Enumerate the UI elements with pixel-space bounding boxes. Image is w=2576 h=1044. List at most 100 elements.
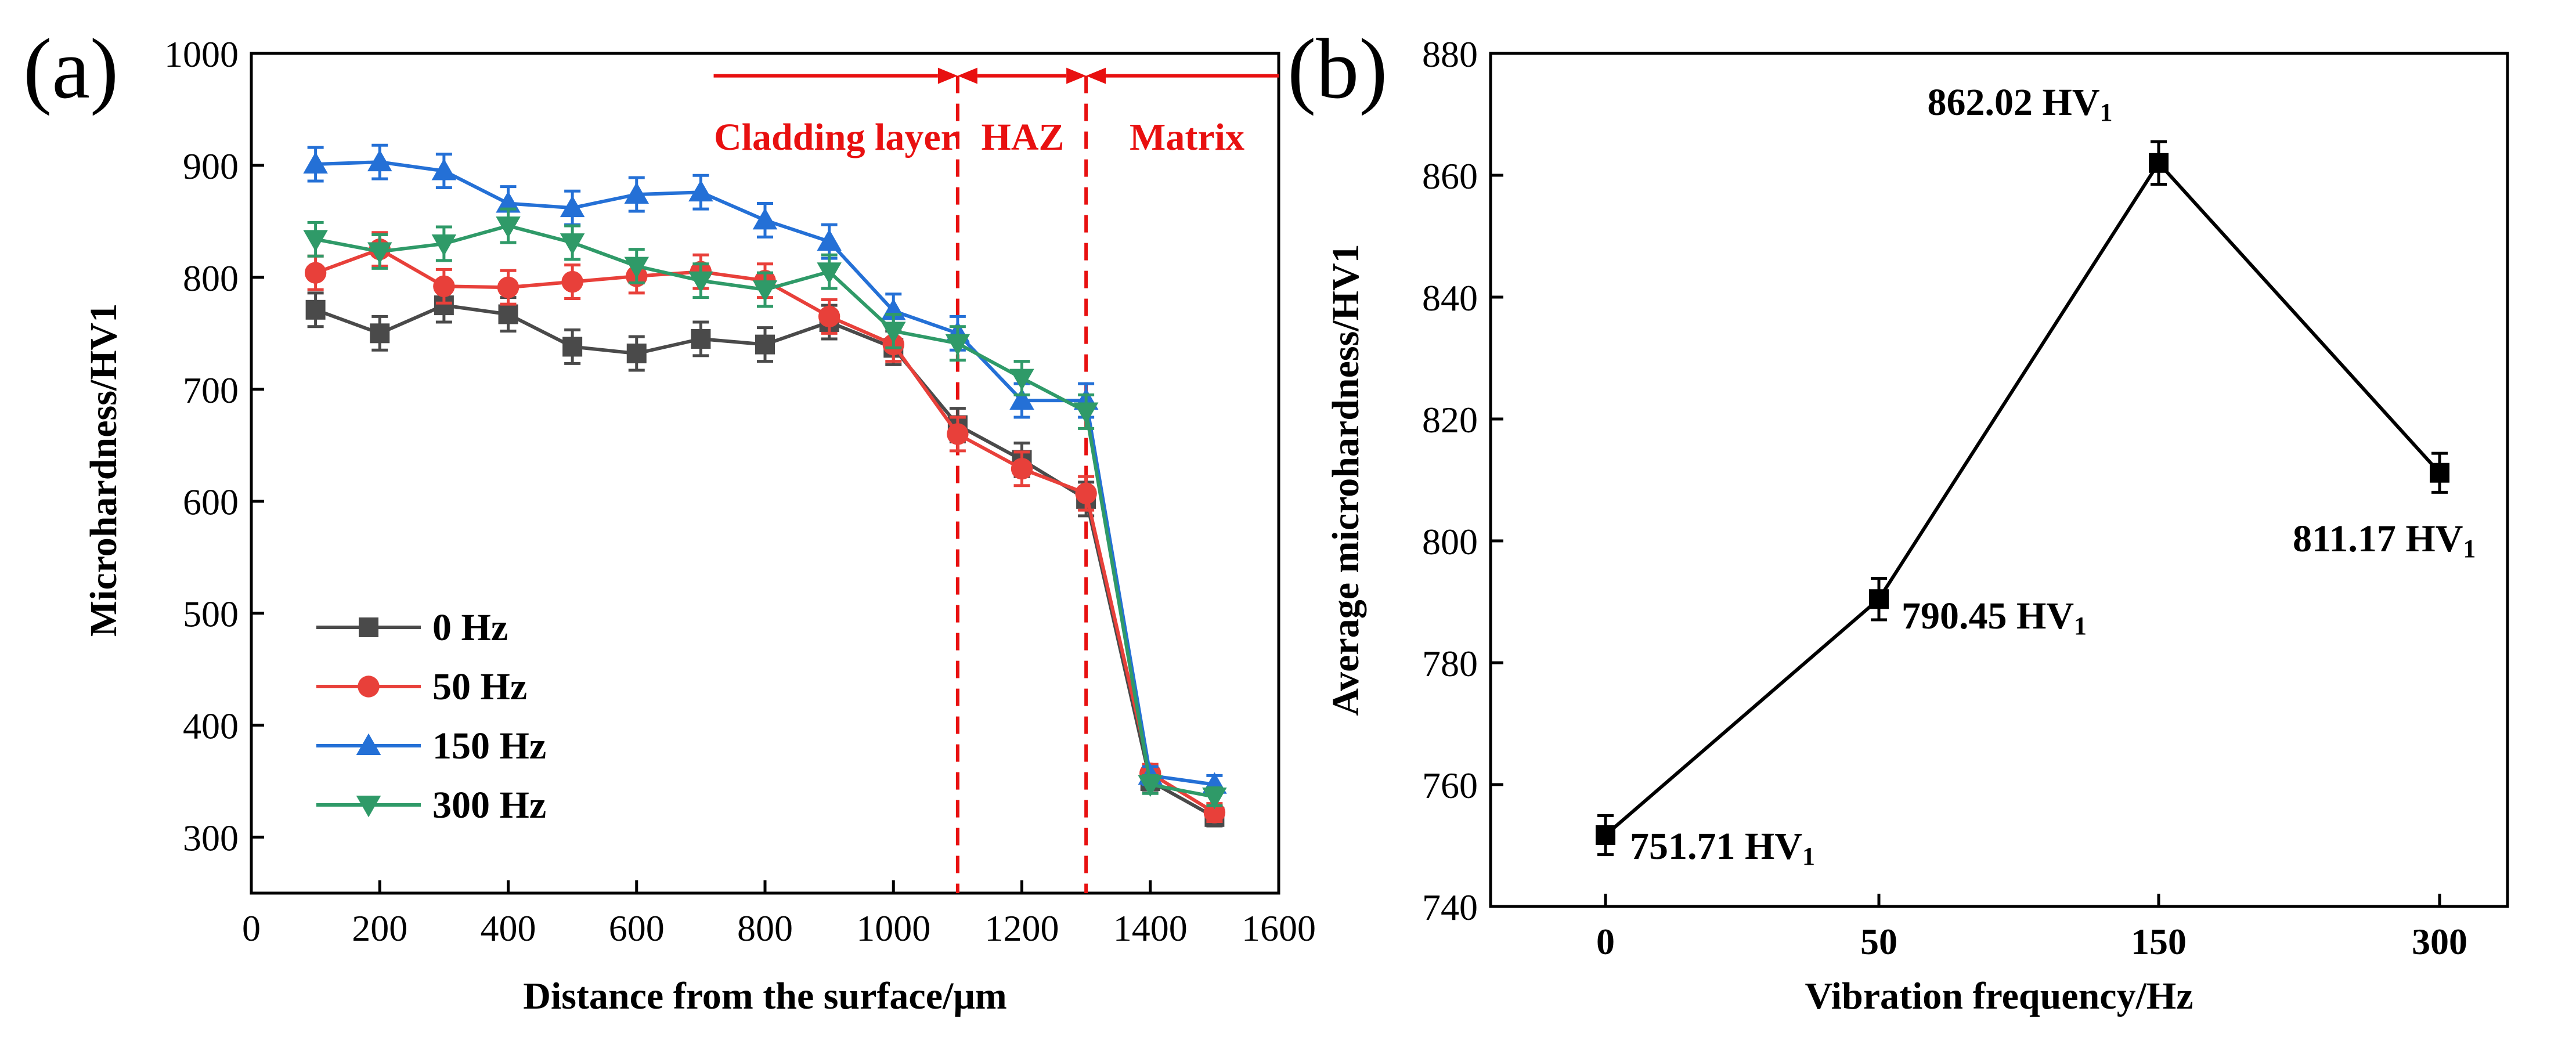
data-point-0hz: [691, 328, 711, 349]
y-tick-label: 500: [183, 594, 239, 635]
y-tick-label: 700: [183, 370, 239, 411]
data-point-150hz: [303, 151, 328, 174]
legend-label-300hz: 300 Hz: [432, 784, 546, 826]
data-point-0hz: [755, 334, 775, 355]
panel-b-y-axis: 740 760 780 800 820 840 860 880: [1422, 34, 1503, 928]
data-point-0hz: [498, 304, 518, 324]
point-label-150hz: 862.02 HV1: [1928, 81, 2113, 127]
legend-marker: [359, 617, 378, 637]
y-tick-label: 760: [1422, 765, 1478, 806]
legend-marker: [358, 675, 380, 698]
data-point-300hz: [1073, 402, 1099, 424]
panel-b-plot-area: [1596, 140, 2449, 857]
legend-marker: [356, 796, 381, 818]
data-point-300hz: [496, 216, 521, 239]
panel-a-axes-frame: [250, 52, 1280, 895]
data-point-50hz: [947, 423, 969, 445]
legend-swatch-300hz: [316, 796, 421, 818]
data-point-300hz: [303, 230, 328, 252]
panel-a-x-axis-label: Distance from the surface/μm: [523, 975, 1006, 1017]
data-point-0hz: [370, 323, 390, 344]
data-point-300hz: [752, 280, 778, 302]
x-tick-label: 300: [2412, 921, 2467, 962]
x-tick-label: 800: [737, 908, 793, 949]
region-arrowhead-matrix-left: [1086, 67, 1106, 84]
region-label-matrix: Matrix: [1130, 116, 1244, 158]
data-point-150hz: [1009, 388, 1034, 410]
y-tick-label: 840: [1422, 277, 1478, 319]
average-point: [2149, 153, 2169, 173]
data-point-150hz: [431, 158, 457, 180]
y-tick-label: 780: [1422, 643, 1478, 684]
data-point-300hz: [560, 233, 585, 255]
x-tick-label: 1200: [985, 908, 1059, 949]
y-tick-label: 800: [1422, 521, 1478, 562]
x-tick-label: 0: [242, 908, 261, 949]
y-tick-label: 1000: [164, 34, 239, 75]
data-point-50hz: [1075, 482, 1097, 504]
region-label-haz: HAZ: [981, 116, 1064, 158]
y-tick-label: 820: [1422, 399, 1478, 440]
data-point-50hz: [561, 270, 583, 293]
data-point-300hz: [431, 234, 457, 257]
x-tick-label: 600: [609, 908, 665, 949]
data-point-300hz: [1009, 369, 1034, 391]
y-tick-label: 880: [1422, 34, 1478, 75]
point-label-300hz: 811.17 HV1: [2293, 518, 2476, 563]
x-tick-label: 150: [2131, 921, 2187, 962]
data-point-150hz: [367, 149, 392, 172]
data-point-50hz: [497, 276, 519, 298]
panel-a: (a) 300 400 500 600 700 800 900 1000 0 200 400 600…: [23, 21, 1316, 1017]
legend-marker: [356, 733, 381, 755]
legend-swatch-150hz: [316, 733, 421, 755]
x-tick-label: 1400: [1113, 908, 1188, 949]
panel-a-legend: 0 Hz 50 Hz 150 Hz 300 Hz: [316, 606, 546, 826]
data-point-300hz: [624, 257, 649, 279]
y-tick-label: 300: [183, 818, 239, 859]
panel-b-axes-frame: [1489, 52, 2509, 908]
legend-swatch-0hz: [316, 617, 421, 637]
data-point-150hz: [560, 195, 585, 218]
x-tick-label: 0: [1596, 921, 1615, 962]
panel-a-label: (a): [23, 21, 118, 117]
y-tick-label: 860: [1422, 156, 1478, 197]
panel-a-plot-area: [303, 143, 1227, 828]
panel-a-x-axis: 0 200 400 600 800 1000 1200 1400 1600: [242, 880, 1316, 949]
panel-b-label: (b): [1287, 21, 1388, 117]
data-point-150hz: [752, 208, 778, 230]
legend-item-0hz: 0 Hz: [316, 606, 508, 649]
data-point-50hz: [433, 275, 455, 298]
legend-item-150hz: 150 Hz: [316, 725, 546, 767]
x-tick-label: 400: [481, 908, 536, 949]
x-tick-label: 200: [352, 908, 407, 949]
data-point-50hz: [304, 262, 327, 284]
panel-a-y-axis-label: Microhardness/HV1: [82, 304, 125, 637]
data-point-150hz: [496, 191, 521, 213]
data-point-300hz: [367, 242, 392, 264]
data-point-150hz: [624, 182, 649, 204]
data-point-300hz: [1202, 787, 1227, 810]
data-point-300hz: [688, 271, 713, 293]
panel-b-x-axis-label: Vibration frequency/Hz: [1805, 975, 2193, 1017]
region-arrowhead-cladding-right: [937, 67, 958, 84]
average-line: [1604, 160, 2441, 837]
data-point-0hz: [626, 344, 647, 364]
panel-a-y-axis: 300 400 500 600 700 800 900 1000: [164, 34, 264, 859]
data-point-300hz: [945, 334, 970, 356]
y-tick-label: 600: [183, 482, 239, 523]
data-point-50hz: [1011, 458, 1033, 480]
data-point-150hz: [688, 179, 713, 202]
region-label-cladding: Cladding layer: [714, 116, 958, 158]
data-point-300hz: [1138, 775, 1163, 797]
legend-item-300hz: 300 Hz: [316, 784, 546, 826]
y-tick-label: 400: [183, 706, 239, 747]
legend-swatch-50hz: [316, 675, 421, 698]
point-label-0hz: 751.71 HV1: [1630, 825, 1815, 870]
data-point-0hz: [305, 299, 326, 320]
legend-label-0hz: 0 Hz: [432, 606, 508, 649]
y-tick-label: 900: [183, 146, 239, 187]
x-tick-label: 1600: [1242, 908, 1316, 949]
panel-b: (b) 740 760 780 800 820 840 860 880 0 50 150 300 A…: [1287, 21, 2509, 1017]
